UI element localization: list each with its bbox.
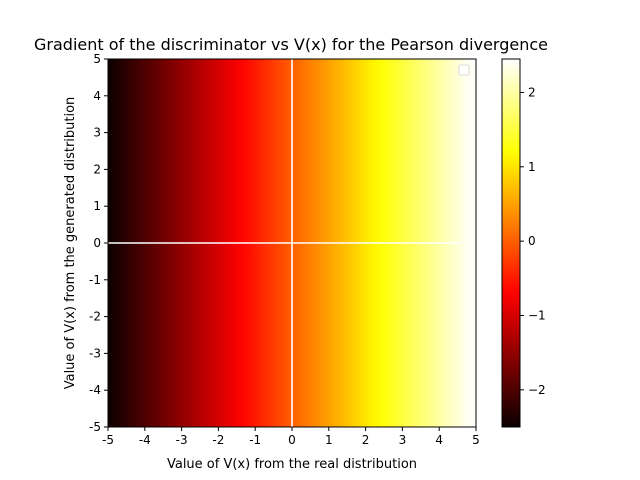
y-axis-label: Value of V(x) from the generated distrib… — [63, 97, 78, 390]
reference-lines — [108, 59, 462, 427]
x-tick-label: -4 — [139, 433, 151, 447]
y-tick-label: 3 — [93, 126, 101, 140]
colorbar-tick-label: 1 — [528, 160, 536, 174]
legend-box — [458, 64, 470, 76]
x-tick-label: -2 — [212, 433, 224, 447]
y-tick-label: 2 — [93, 162, 101, 176]
colorbar-ticks: −2 −1 0 1 2 — [520, 85, 546, 397]
colorbar-tick-label: −2 — [528, 383, 546, 397]
y-tick-label: -4 — [89, 383, 101, 397]
x-tick-label: -5 — [102, 433, 114, 447]
x-tick-label: 1 — [325, 433, 333, 447]
x-tick-label: 3 — [399, 433, 407, 447]
chart-title: Gradient of the discriminator vs V(x) fo… — [34, 35, 548, 54]
x-axis-label: Value of V(x) from the real distribution — [167, 457, 417, 472]
x-tick-label: -3 — [176, 433, 188, 447]
y-tick-label: 0 — [93, 236, 101, 250]
x-tick-label: 2 — [362, 433, 370, 447]
y-axis-ticks: -5 -4 -3 -2 -1 0 1 2 3 4 5 — [89, 52, 108, 434]
y-tick-label: 4 — [93, 89, 101, 103]
y-tick-label: 5 — [93, 52, 101, 66]
x-axis-ticks: -5 -4 -3 -2 -1 0 1 2 3 4 5 — [102, 427, 480, 447]
y-tick-label: -2 — [89, 310, 101, 324]
y-tick-label: -1 — [89, 273, 101, 287]
x-tick-label: 5 — [472, 433, 480, 447]
x-tick-label: 0 — [288, 433, 296, 447]
colorbar-tick-label: 2 — [528, 85, 536, 99]
y-tick-label: 1 — [93, 199, 101, 213]
colorbar-tick-label: −1 — [528, 308, 546, 322]
x-tick-label: 4 — [435, 433, 443, 447]
colorbar-tick-label: 0 — [528, 234, 536, 248]
y-tick-label: -5 — [89, 420, 101, 434]
x-tick-label: -1 — [249, 433, 261, 447]
y-tick-label: -3 — [89, 346, 101, 360]
colorbar — [501, 58, 521, 428]
